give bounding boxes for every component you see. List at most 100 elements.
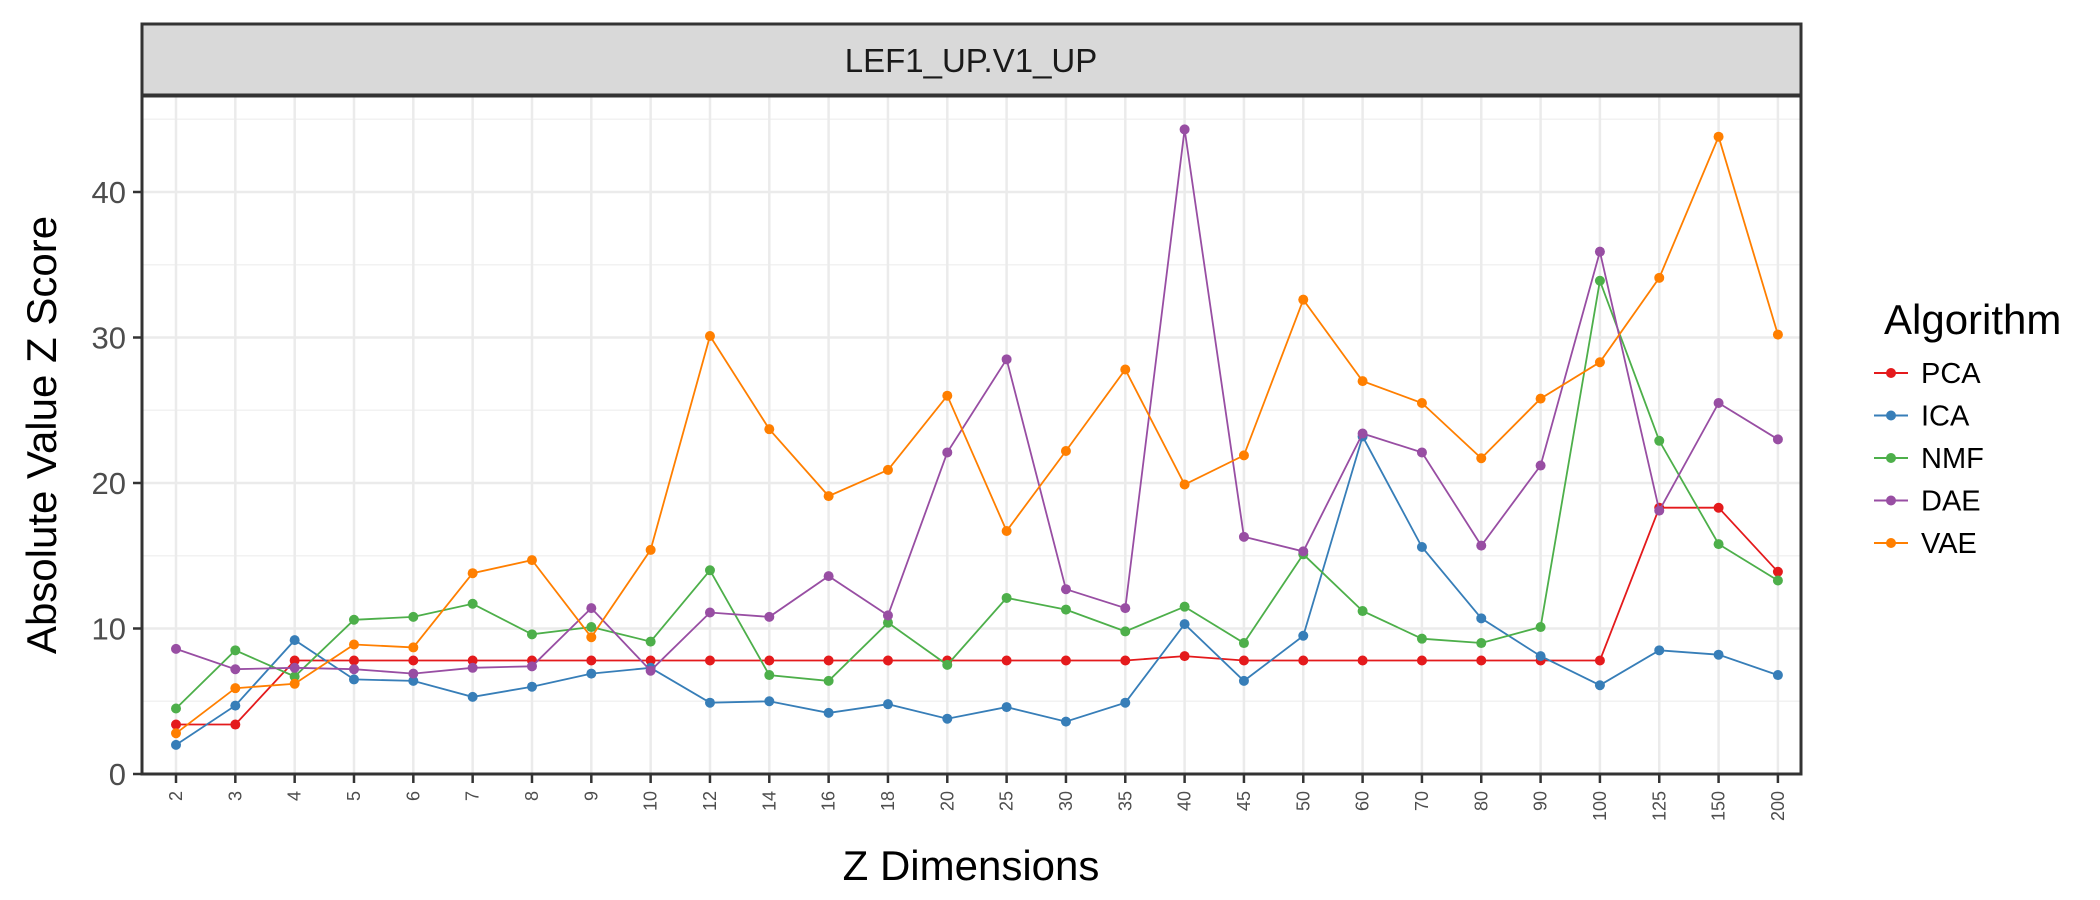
- data-point-dae: [1416, 447, 1427, 458]
- data-point-nmf: [586, 622, 597, 633]
- x-tick-label: 80: [1471, 791, 1491, 811]
- data-point-ica: [764, 696, 775, 707]
- data-point-nmf: [1060, 604, 1071, 615]
- data-point-ica: [467, 691, 478, 702]
- data-point-vae: [1357, 376, 1368, 387]
- data-point-dae: [1120, 603, 1131, 614]
- data-point-pca: [1298, 655, 1309, 666]
- data-point-ica: [1713, 649, 1724, 660]
- data-point-vae: [1594, 357, 1605, 368]
- data-point-nmf: [526, 629, 537, 640]
- data-point-nmf: [1713, 539, 1724, 550]
- data-point-vae: [1772, 329, 1783, 340]
- data-point-pca: [289, 655, 300, 666]
- data-point-dae: [882, 610, 893, 621]
- data-point-vae: [1060, 445, 1071, 456]
- legend-key-point-vae: [1886, 538, 1896, 548]
- data-point-dae: [467, 662, 478, 673]
- data-point-dae: [1238, 531, 1249, 542]
- legend-label-nmf: NMF: [1921, 443, 1984, 475]
- data-point-dae: [704, 607, 715, 618]
- y-axis: 0 10 20 30 40: [92, 175, 142, 792]
- data-point-nmf: [1535, 622, 1546, 633]
- x-tick-label: 12: [700, 791, 720, 811]
- data-point-vae: [408, 642, 419, 653]
- legend-label-dae: DAE: [1921, 486, 1981, 518]
- data-point-vae: [1179, 479, 1190, 490]
- data-point-pca: [408, 655, 419, 666]
- x-tick-label: 45: [1234, 791, 1254, 811]
- data-point-ica: [942, 713, 953, 724]
- data-point-nmf: [764, 670, 775, 681]
- data-point-vae: [1535, 393, 1546, 404]
- data-point-nmf: [467, 598, 478, 609]
- data-point-nmf: [1772, 575, 1783, 586]
- data-point-ica: [1476, 613, 1487, 624]
- data-point-dae: [1654, 505, 1665, 516]
- data-point-ica: [1535, 651, 1546, 662]
- data-point-vae: [171, 728, 181, 739]
- data-point-dae: [1060, 584, 1071, 595]
- data-point-dae: [289, 662, 300, 673]
- data-point-vae: [586, 632, 597, 643]
- data-point-pca: [823, 655, 834, 666]
- data-point-pca: [1772, 566, 1783, 577]
- data-point-vae: [645, 544, 656, 555]
- data-point-ica: [704, 697, 715, 708]
- x-tick-label: 10: [641, 791, 661, 811]
- data-point-nmf: [942, 659, 953, 670]
- x-tick-label: 25: [997, 791, 1017, 811]
- data-point-ica: [1060, 716, 1071, 727]
- data-point-nmf: [882, 617, 893, 628]
- data-point-dae: [1713, 397, 1724, 408]
- legend-label-pca: PCA: [1921, 358, 1981, 390]
- x-axis: 2 3 4 5 6 7 8 9 10 12 14 16 18 20 25 30 35 40 45 50 60 70 80 90…: [166, 774, 1788, 821]
- x-tick-label: 60: [1353, 791, 1373, 811]
- data-point-ica: [586, 668, 597, 679]
- data-point-vae: [1001, 526, 1012, 537]
- series-line-ica: [175, 434, 1779, 746]
- data-point-ica: [1654, 645, 1665, 656]
- data-point-ica: [1001, 702, 1012, 713]
- data-point-vae: [289, 678, 300, 689]
- data-point-nmf: [1179, 601, 1190, 612]
- data-point-nmf: [289, 671, 300, 682]
- data-point-ica: [882, 699, 893, 710]
- data-point-nmf: [1476, 638, 1487, 649]
- x-tick-label: 5: [344, 791, 364, 801]
- data-point-vae: [1713, 131, 1724, 142]
- x-tick-label: 70: [1412, 791, 1432, 811]
- x-tick-label: 125: [1649, 791, 1669, 821]
- data-point-dae: [823, 571, 834, 582]
- x-tick-label: 7: [463, 791, 483, 801]
- data-point-nmf: [704, 565, 715, 576]
- data-point-vae: [230, 683, 241, 694]
- data-point-nmf: [1120, 626, 1131, 637]
- data-point-ica: [408, 675, 419, 686]
- x-tick-label: 3: [225, 791, 245, 801]
- legend-key-point-nmf: [1886, 453, 1896, 463]
- data-point-nmf: [348, 614, 359, 625]
- data-point-ica: [171, 739, 181, 750]
- data-point-nmf: [1416, 633, 1427, 644]
- data-point-dae: [408, 668, 419, 679]
- data-point-vae: [942, 390, 953, 401]
- data-point-pca: [704, 655, 715, 666]
- data-point-nmf: [645, 636, 656, 647]
- data-point-dae: [1357, 428, 1368, 439]
- data-point-vae: [1298, 294, 1309, 305]
- data-point-nmf: [1594, 275, 1605, 286]
- data-point-dae: [230, 664, 241, 675]
- x-axis-title: Z Dimensions: [843, 842, 1100, 889]
- data-point-vae: [467, 568, 478, 579]
- data-point-pca: [1594, 655, 1605, 666]
- data-point-nmf: [1001, 592, 1012, 603]
- data-point-vae: [1476, 453, 1487, 464]
- data-point-ica: [1416, 542, 1427, 553]
- x-tick-label: 40: [1175, 791, 1195, 811]
- legend-key-point-dae: [1886, 495, 1896, 506]
- data-point-vae: [1238, 450, 1249, 461]
- x-tick-label: 16: [819, 791, 839, 811]
- data-point-pca: [586, 655, 597, 666]
